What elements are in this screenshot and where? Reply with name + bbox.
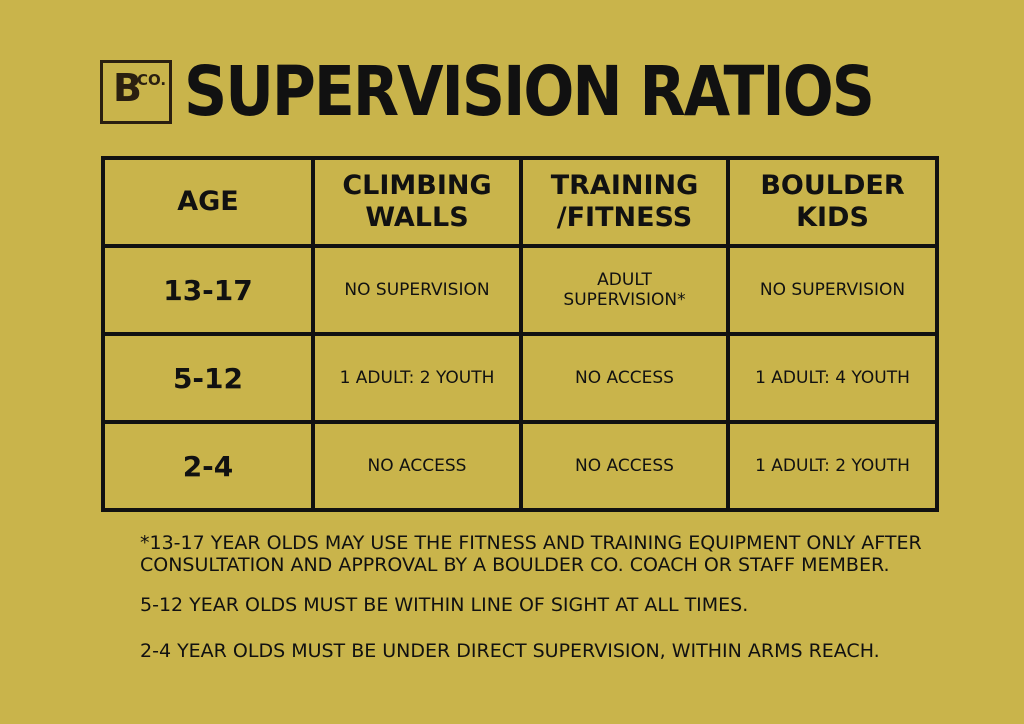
- table-row: 13-17 NO SUPERVISION ADULT SUPERVISION* …: [101, 244, 939, 336]
- footnote-training: *13-17 YEAR OLDS MAY USE THE FITNESS AND…: [140, 532, 922, 576]
- header-boulder-kids: BOULDER KIDS: [726, 156, 939, 248]
- table-header-row: AGE CLIMBING WALLS TRAINING /FITNESS BOU…: [101, 156, 939, 248]
- brand-logo: B CO.: [100, 60, 172, 124]
- header-training-fitness: TRAINING /FITNESS: [519, 156, 730, 248]
- logo-letter: B: [113, 66, 142, 110]
- logo-suffix: CO.: [137, 71, 167, 89]
- age-cell: 5-12: [101, 332, 315, 424]
- training-cell: NO ACCESS: [519, 332, 730, 424]
- supervision-table: AGE CLIMBING WALLS TRAINING /FITNESS BOU…: [101, 156, 939, 512]
- climbing-cell: 1 ADULT: 2 YOUTH: [311, 332, 523, 424]
- header-age: AGE: [101, 156, 315, 248]
- boulder-cell: NO SUPERVISION: [726, 244, 939, 336]
- footnote-5-12: 5-12 YEAR OLDS MUST BE WITHIN LINE OF SI…: [140, 593, 749, 616]
- climbing-cell: NO ACCESS: [311, 420, 523, 512]
- training-cell: NO ACCESS: [519, 420, 730, 512]
- training-cell: ADULT SUPERVISION*: [519, 244, 730, 336]
- boulder-cell: 1 ADULT: 4 YOUTH: [726, 332, 939, 424]
- header-climbing-walls: CLIMBING WALLS: [311, 156, 523, 248]
- page-title: SUPERVISION RATIOS: [184, 51, 875, 133]
- table-row: 5-12 1 ADULT: 2 YOUTH NO ACCESS 1 ADULT:…: [101, 332, 939, 424]
- age-cell: 2-4: [101, 420, 315, 512]
- header: B CO. SUPERVISION RATIOS: [100, 51, 875, 133]
- age-cell: 13-17: [101, 244, 315, 336]
- footnote-2-4: 2-4 YEAR OLDS MUST BE UNDER DIRECT SUPER…: [140, 639, 880, 662]
- footnotes: *13-17 YEAR OLDS MAY USE THE FITNESS AND…: [140, 532, 960, 686]
- table-row: 2-4 NO ACCESS NO ACCESS 1 ADULT: 2 YOUTH: [101, 420, 939, 512]
- boulder-cell: 1 ADULT: 2 YOUTH: [726, 420, 939, 512]
- climbing-cell: NO SUPERVISION: [311, 244, 523, 336]
